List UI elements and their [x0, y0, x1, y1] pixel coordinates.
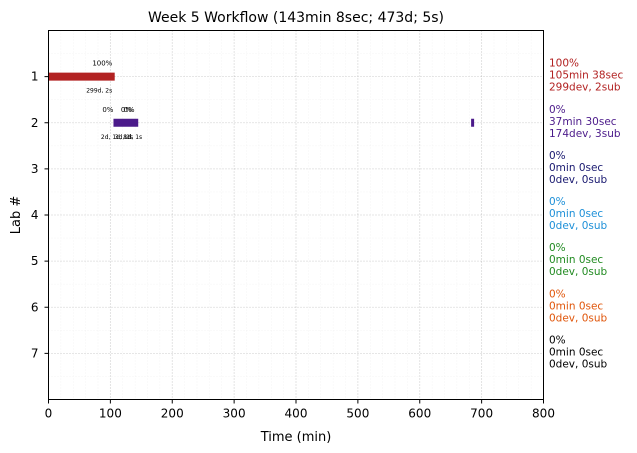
lab-4-side-label: 0min 0sec	[549, 208, 603, 220]
y-tick-label: 1	[31, 70, 39, 84]
lab-1-side-label: 100%	[549, 58, 579, 70]
lab-2-segment	[113, 118, 139, 127]
percent-label: 0%	[123, 106, 134, 114]
lab-2-side-label: 174dev, 3sub	[549, 128, 621, 140]
lab-3-side-label: 0%	[549, 150, 566, 162]
percent-label: 100%	[92, 60, 112, 68]
lab-1-side-label: 105min 38sec	[549, 70, 623, 82]
y-tick-label: 3	[31, 162, 39, 176]
lab-6-side-label: 0%	[549, 288, 566, 300]
lab-2-side-label: 0%	[549, 104, 566, 116]
lab-2-segment	[471, 118, 475, 127]
lab-7-side-label: 0%	[549, 334, 566, 346]
y-tick-label: 4	[31, 208, 39, 222]
lab-6-side-label: 0min 0sec	[549, 300, 603, 312]
x-tick-label: 0	[45, 407, 53, 421]
chart-title: Week 5 Workflow (143min 8sec; 473d; 5s)	[148, 10, 444, 26]
y-tick-label: 5	[31, 254, 39, 268]
lab-4-side-label: 0%	[549, 196, 566, 208]
detail-label: 2d, 1d, 1d, 1s	[101, 134, 142, 141]
lab-5-side-label: 0min 0sec	[549, 254, 603, 266]
x-axis-ticks: 0 100 200 300 400 500 600 700 800	[45, 399, 555, 421]
x-tick-label: 400	[285, 407, 308, 421]
y-axis-label: Lab #	[9, 196, 24, 235]
detail-label: 3d, 1s	[115, 134, 133, 141]
x-tick-label: 300	[223, 407, 246, 421]
x-tick-label: 700	[470, 407, 493, 421]
x-tick-label: 100	[99, 407, 122, 421]
percent-label: 0%	[121, 106, 132, 114]
detail-label: 299d, 2s	[86, 88, 112, 95]
x-tick-label: 500	[346, 407, 369, 421]
detail-label: 8d	[123, 134, 131, 141]
x-axis-label: Time (min)	[260, 430, 332, 445]
x-tick-label: 200	[161, 407, 184, 421]
y-tick-label: 2	[31, 116, 39, 130]
lab-7-side-label: 0dev, 0sub	[549, 358, 608, 370]
y-axis-ticks: 1 2 3 4 5 6 7	[31, 70, 49, 360]
lab-2-side-label: 37min 30sec	[549, 116, 617, 128]
lab-7-side-label: 0min 0sec	[549, 346, 603, 358]
lab-6-side-label: 0dev, 0sub	[549, 312, 608, 324]
lab-3-side-label: 0dev, 0sub	[549, 174, 608, 186]
y-tick-label: 6	[31, 300, 39, 314]
percent-label: 0%	[102, 106, 113, 114]
lab-3-side-label: 0min 0sec	[549, 162, 603, 174]
x-tick-label: 800	[532, 407, 555, 421]
x-tick-label: 600	[408, 407, 431, 421]
lab-5-side-label: 0dev, 0sub	[549, 266, 608, 278]
lab-4-side-label: 0dev, 0sub	[549, 220, 608, 232]
lab-1-segment	[48, 72, 115, 81]
lab-5-side-label: 0%	[549, 242, 566, 254]
grid-lines	[48, 30, 544, 400]
lab-1-side-label: 299dev, 2sub	[549, 82, 621, 94]
y-tick-label: 7	[31, 346, 39, 360]
